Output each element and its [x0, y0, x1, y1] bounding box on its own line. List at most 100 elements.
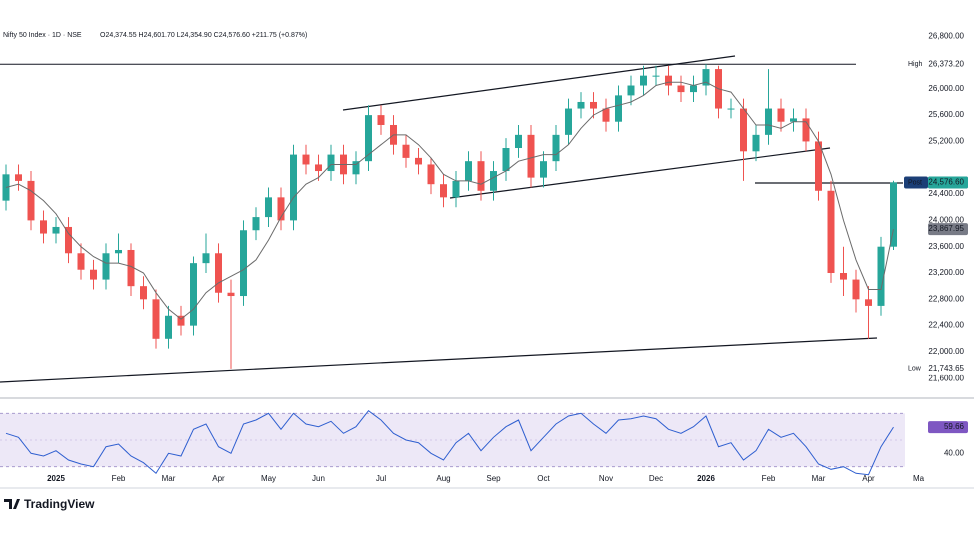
x-tick-label: Ma	[913, 474, 925, 483]
candle-body	[765, 108, 772, 135]
ohlc-readout: O24,374.55 H24,601.70 L24,354.90 C24,576…	[100, 32, 307, 39]
trend-line	[0, 337, 878, 383]
candle-body	[565, 108, 572, 135]
x-tick-label: 2025	[47, 474, 65, 483]
y-tick-label: 26,800.00	[928, 31, 964, 40]
candle-body	[615, 95, 622, 122]
candle-body	[77, 253, 85, 270]
rsi-line	[5, 410, 894, 476]
candle-body	[152, 299, 160, 339]
y-tick-label: 26,000.00	[928, 84, 964, 93]
symbol-title: Nifty 50 Index · 1D · NSE	[3, 32, 82, 39]
x-tick-label: Sep	[486, 474, 501, 483]
price-tag-name: Post	[908, 179, 922, 186]
y-tick-label: 24,400.00	[928, 189, 964, 198]
x-tick-label: Aug	[436, 474, 450, 483]
candle-body	[515, 134, 522, 149]
candle-body	[402, 144, 410, 158]
candle-body	[327, 154, 335, 172]
candle-body	[727, 108, 735, 110]
x-tick-label: Jun	[312, 474, 325, 483]
candle-body	[690, 85, 697, 93]
x-tick-label: Dec	[649, 474, 663, 483]
candle-body	[15, 174, 22, 181]
candle-body	[40, 220, 47, 234]
candle-body	[377, 115, 385, 125]
y-tick-label: 22,000.00	[928, 347, 964, 356]
price-tag-name: Low	[908, 366, 922, 373]
candle-body	[752, 134, 760, 152]
trend-lines	[0, 55, 903, 383]
y-tick-label: 22,400.00	[928, 321, 964, 330]
y-tick-label: 23,600.00	[928, 242, 964, 251]
candle-body	[540, 161, 547, 178]
candle-body	[465, 161, 472, 181]
candle-body	[665, 75, 672, 86]
candle-body	[890, 182, 897, 247]
price-tag-value: 26,373.20	[928, 59, 964, 68]
candle-body	[252, 217, 260, 231]
price-tag-box	[928, 58, 968, 71]
x-tick-label: Jul	[376, 474, 386, 483]
candle-body	[415, 157, 422, 165]
candle-body	[865, 299, 872, 306]
candle-body	[815, 141, 822, 191]
candle-body	[577, 101, 585, 109]
candle-body	[677, 85, 685, 93]
y-tick-label: 25,200.00	[928, 137, 964, 146]
candle-body	[527, 134, 535, 178]
candle-body	[352, 161, 360, 175]
x-tick-label: Apr	[212, 474, 225, 483]
candle-body	[602, 108, 610, 122]
candle-body	[52, 226, 60, 234]
candle-body	[140, 286, 147, 300]
candle-body	[177, 315, 185, 326]
x-tick-label: Feb	[112, 474, 126, 483]
trend-line	[449, 147, 831, 199]
candle-body	[115, 249, 122, 254]
candle-body	[877, 246, 885, 306]
price-tag: High 26,373.20	[904, 58, 968, 71]
rsi-value-box	[928, 421, 968, 434]
candle-body	[777, 108, 785, 122]
candle-body	[127, 249, 135, 287]
candle-body	[265, 197, 272, 218]
price-tag-box	[928, 176, 968, 189]
x-tick-label: Feb	[762, 474, 776, 483]
candle-body	[365, 115, 372, 162]
x-tick-label: Apr	[862, 474, 875, 483]
candle-body	[477, 161, 485, 191]
y-tick-label: 25,600.00	[928, 110, 964, 119]
price-tag-box	[928, 223, 968, 236]
candle-body	[552, 134, 560, 162]
candle-body	[640, 75, 647, 86]
price-tag: 23,867.95	[928, 223, 968, 236]
x-tick-label: Nov	[599, 474, 613, 483]
candle-body	[90, 269, 97, 280]
price-tag-box	[928, 362, 968, 375]
candle-body	[65, 226, 72, 254]
trend-line	[342, 55, 736, 111]
candle-body	[627, 85, 635, 96]
candle-body	[502, 148, 510, 172]
candle-body	[240, 230, 247, 297]
candle-body	[302, 154, 310, 165]
candle-body	[227, 292, 235, 297]
candle-body	[740, 108, 747, 152]
candle-body	[102, 253, 110, 280]
price-tag-name-box	[904, 58, 928, 71]
rsi-tick-label: 40.00	[944, 448, 965, 457]
candle-body	[490, 171, 497, 191]
candle-body	[590, 101, 597, 109]
y-tick-label: 22,800.00	[928, 294, 964, 303]
candle-body	[165, 315, 172, 339]
y-tick-label: 23,200.00	[928, 268, 964, 277]
candle-body	[852, 279, 860, 300]
candle-body	[440, 184, 447, 198]
candle-body	[202, 253, 210, 264]
x-tick-label: 2026	[697, 474, 715, 483]
price-tag: 24,576.60	[928, 176, 968, 189]
y-tick-label: 21,600.00	[928, 373, 964, 382]
rsi-value-label: 59.66	[944, 422, 965, 431]
